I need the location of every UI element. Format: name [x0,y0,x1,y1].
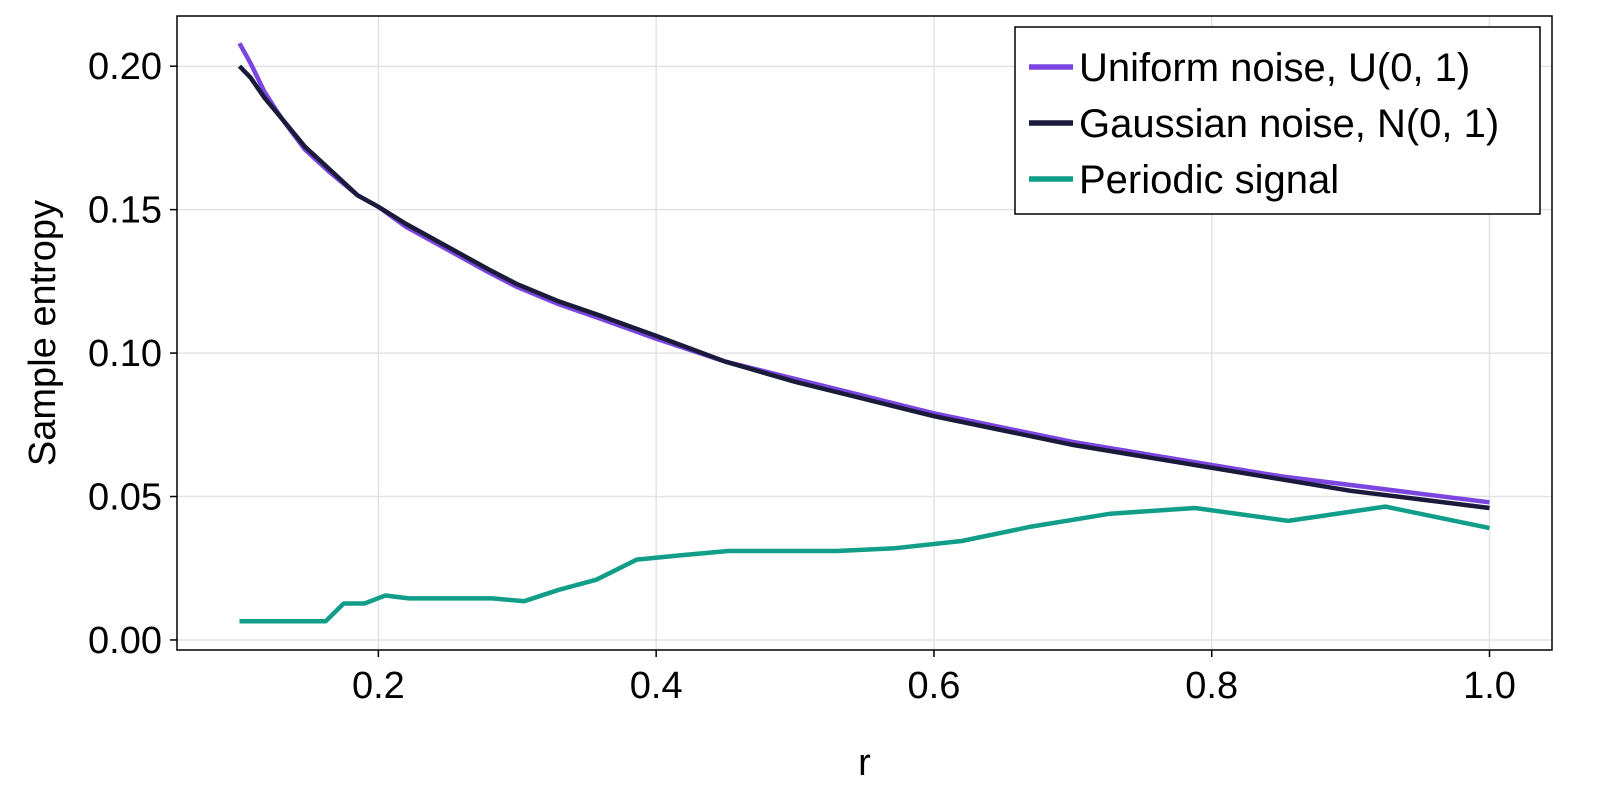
y-tick-label: 0.05 [88,477,162,519]
x-axis: 0.2 0.4 0.6 0.8 1.0 [352,650,1516,707]
y-axis: 0.00 0.05 0.10 0.15 0.20 [88,46,177,662]
y-tick-label: 0.20 [88,46,162,88]
y-tick-label: 0.00 [88,620,162,662]
legend: Uniform noise, U(0, 1) Gaussian noise, N(… [1014,26,1541,215]
legend-box [1014,26,1541,215]
y-tick-label: 0.15 [88,190,162,232]
series-lines [237,42,1490,624]
x-tick-label: 0.4 [630,665,683,707]
x-tick-label: 0.8 [1185,665,1238,707]
legend-label: Periodic signal [1079,158,1339,202]
x-tick-label: 0.6 [908,665,961,707]
x-axis-title: r [858,742,871,784]
x-tick-label: 0.2 [352,665,405,707]
y-axis-title: Sample entropy [22,200,64,466]
legend-label: Gaussian noise, N(0, 1) [1079,102,1499,146]
legend-label: Uniform noise, U(0, 1) [1079,46,1470,90]
series-line-2 [239,504,1490,624]
series-line-1 [237,64,1490,511]
x-tick-label: 1.0 [1463,665,1516,707]
plot-frame [176,15,1553,651]
y-tick-label: 0.10 [88,333,162,375]
